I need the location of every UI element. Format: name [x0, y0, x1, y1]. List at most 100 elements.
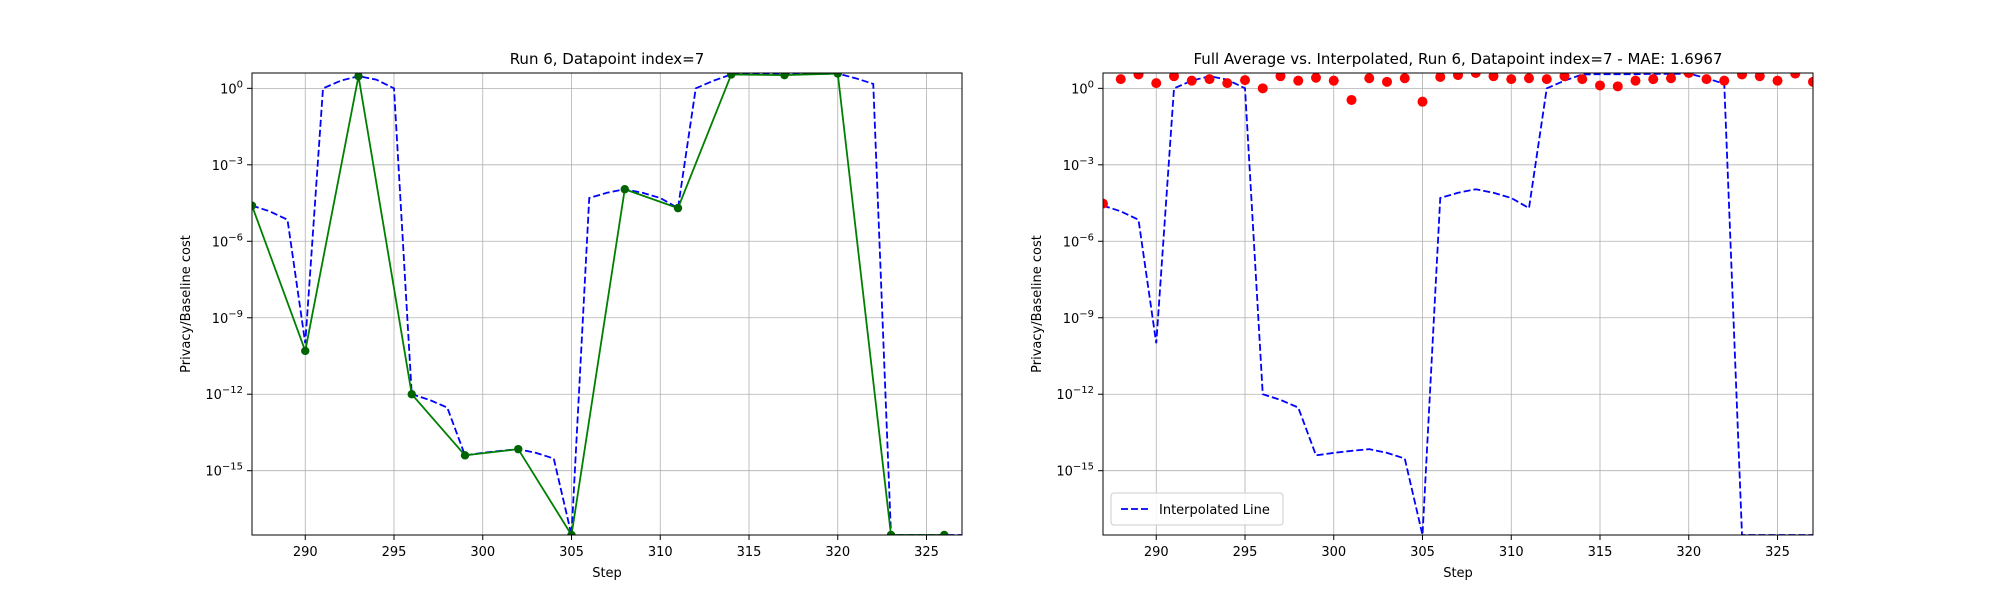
left-chart-sampled-point	[833, 73, 842, 78]
right-chart-y-tick-label: 10−9	[1063, 309, 1094, 327]
right-chart-scatter-point	[1133, 73, 1144, 80]
right-chart-x-tick-label: 300	[1321, 545, 1346, 560]
right-chart-scatter-point	[1701, 74, 1712, 85]
right-chart-scatter-point	[1151, 78, 1162, 89]
right-chart-scatter-point	[1666, 73, 1676, 84]
right-chart-x-tick-label: 325	[1765, 545, 1790, 560]
right-chart-x-tick-label: 305	[1410, 545, 1435, 560]
right-chart-scatter-point	[1115, 74, 1126, 85]
left-chart-sampled-point	[780, 73, 789, 80]
right-chart-y-tick-label: 100	[1071, 79, 1094, 97]
right-chart-y-tick-label: 10−3	[1063, 156, 1094, 174]
right-chart-interpolated-line	[1103, 73, 1813, 535]
left-chart-x-tick-label: 320	[825, 545, 850, 560]
right-chart-title: Full Average vs. Interpolated, Run 6, Da…	[1194, 50, 1723, 68]
left-chart-x-tick-label: 300	[470, 545, 495, 560]
right-chart-scatter-point	[1382, 76, 1392, 87]
left-chart-sampled-point	[252, 201, 257, 210]
left-chart-sampled-point	[620, 185, 629, 194]
right-chart-scatter-point	[1737, 73, 1747, 80]
right-chart-axes-frame	[1102, 72, 1814, 536]
right-chart-x-tick-label: 290	[1144, 545, 1169, 560]
right-chart-scatter-point	[1506, 74, 1517, 85]
left-chart-sampled-point	[940, 530, 949, 535]
left-chart-y-tick-label: 100	[220, 79, 243, 97]
left-chart-sampled-point	[460, 451, 470, 460]
right-chart-y-tick-label: 10−15	[1056, 462, 1094, 480]
right-chart-scatter-point	[1186, 75, 1197, 86]
left-chart-x-tick-label: 310	[648, 545, 673, 560]
right-chart-scatter-point	[1204, 74, 1215, 85]
left-chart-data	[252, 73, 962, 535]
right-chart-scatter-point	[1293, 75, 1304, 86]
left-chart-sampled-point	[407, 390, 416, 399]
left-chart-x-tick-label: 325	[914, 545, 939, 560]
left-chart-axes-frame	[251, 72, 963, 536]
right-chart-scatter-point	[1559, 73, 1570, 82]
right-chart-x-tick-label: 295	[1233, 545, 1258, 560]
left-chart-x-tick-label: 295	[382, 545, 407, 560]
right-chart-scatter-point	[1541, 74, 1552, 85]
left-chart-sampled-point	[673, 203, 683, 213]
right-chart-scatter-point	[1577, 74, 1588, 85]
right-chart-scatter-point	[1630, 75, 1641, 86]
right-chart-x-tick-label: 320	[1676, 545, 1701, 560]
left-chart-grid	[252, 73, 962, 535]
left-chart-y-tick-label: 10−6	[212, 232, 243, 250]
left-chart-sampled-point	[514, 444, 523, 454]
right-chart-panel: Full Average vs. Interpolated, Run 6, Da…	[1030, 50, 1814, 581]
right-chart-grid	[1103, 73, 1813, 535]
left-chart-sampled-point	[354, 73, 363, 81]
left-chart-sampled-point	[727, 73, 736, 79]
right-chart-x-axis-label: Step	[1443, 566, 1473, 581]
right-chart-scatter-point	[1103, 198, 1108, 209]
right-chart-scatter-point	[1240, 75, 1250, 86]
right-chart-scatter-point	[1790, 73, 1801, 79]
right-chart-scatter-point	[1257, 83, 1268, 94]
right-chart-legend-box	[1110, 492, 1284, 526]
right-chart-scatter-point	[1719, 75, 1730, 86]
left-chart-x-tick-label: 315	[737, 545, 762, 560]
right-chart-scatter-point	[1470, 73, 1481, 78]
left-chart-sampled-point	[301, 346, 310, 356]
right-chart-y-tick-label: 10−12	[1056, 385, 1094, 403]
right-chart-scatter-point	[1364, 73, 1375, 84]
right-chart-y-axis-label: Privacy/Baseline cost	[1030, 235, 1045, 373]
left-chart-x-tick-label: 305	[559, 545, 584, 560]
right-chart-scatter-point	[1169, 73, 1179, 82]
right-chart-scatter-point	[1595, 80, 1605, 91]
right-chart-scatter-point	[1346, 94, 1357, 105]
right-chart-x-tick-label: 315	[1588, 545, 1613, 560]
left-chart-sampled-point	[886, 530, 896, 535]
right-chart-scatter-point	[1399, 73, 1410, 84]
right-chart-scatter-point	[1328, 75, 1339, 86]
left-chart-y-tick-label: 10−3	[212, 156, 243, 174]
left-chart-x-axis-label: Step	[592, 566, 622, 581]
left-chart-y-tick-label: 10−12	[205, 385, 243, 403]
right-chart-y-tick-label: 10−6	[1063, 232, 1094, 250]
left-chart-sampled-line	[252, 73, 945, 535]
right-chart-scatter-point	[1275, 73, 1286, 82]
left-chart-y-axis-label: Privacy/Baseline cost	[179, 235, 194, 373]
left-chart-y-tick-label: 10−9	[212, 309, 243, 327]
right-chart-scatter-point	[1612, 81, 1623, 92]
left-chart-panel: Run 6, Datapoint index=7 Step Privacy/Ba…	[179, 50, 963, 581]
right-chart-legend: Interpolated Line	[1110, 492, 1284, 526]
right-chart-scatter-point	[1311, 73, 1321, 83]
right-chart-scatter-point	[1435, 73, 1446, 82]
right-chart-data	[1103, 73, 1813, 535]
left-chart-interpolated-line	[252, 73, 962, 535]
left-chart-x-tick-label: 290	[293, 545, 318, 560]
right-chart-scatter-point	[1648, 74, 1659, 85]
right-chart-scatter-point	[1808, 76, 1813, 87]
right-chart-scatter-point	[1417, 96, 1428, 107]
left-chart-title: Run 6, Datapoint index=7	[510, 50, 705, 68]
right-chart-scatter-point	[1488, 73, 1499, 82]
left-chart-sampled-point	[567, 530, 576, 535]
right-chart-scatter-point	[1754, 73, 1765, 82]
right-chart-scatter-point	[1222, 78, 1233, 89]
right-chart-scatter-point	[1772, 75, 1783, 86]
right-chart-scatter-point	[1683, 73, 1694, 78]
right-chart-x-tick-label: 310	[1499, 545, 1524, 560]
